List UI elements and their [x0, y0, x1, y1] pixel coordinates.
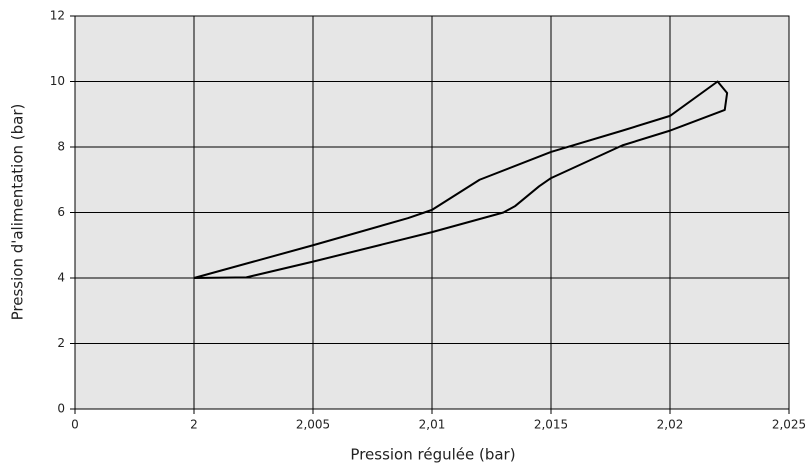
data-line: [193, 80, 729, 279]
y-tick-label: 0: [57, 402, 65, 416]
x-tick-label: 2,02: [657, 418, 684, 432]
y-tick-label: 2: [57, 336, 65, 350]
y-tick-label: 12: [50, 9, 65, 23]
x-tick-label: 0: [71, 418, 79, 432]
y-tick-label: 8: [57, 140, 65, 154]
y-tick-label: 10: [50, 74, 65, 88]
x-tick-label: 2,015: [534, 418, 568, 432]
x-tick-label: 2: [190, 418, 198, 432]
x-tick-label: 2,01: [419, 418, 446, 432]
y-axis-label: Pression d'alimentation (bar): [9, 104, 27, 321]
x-tick-label: 2,025: [772, 418, 806, 432]
y-tick-label: 4: [57, 271, 65, 285]
x-tick-label: 2,005: [296, 418, 330, 432]
x-axis-label: Pression régulée (bar): [350, 446, 515, 464]
y-tick-label: 6: [57, 205, 65, 219]
